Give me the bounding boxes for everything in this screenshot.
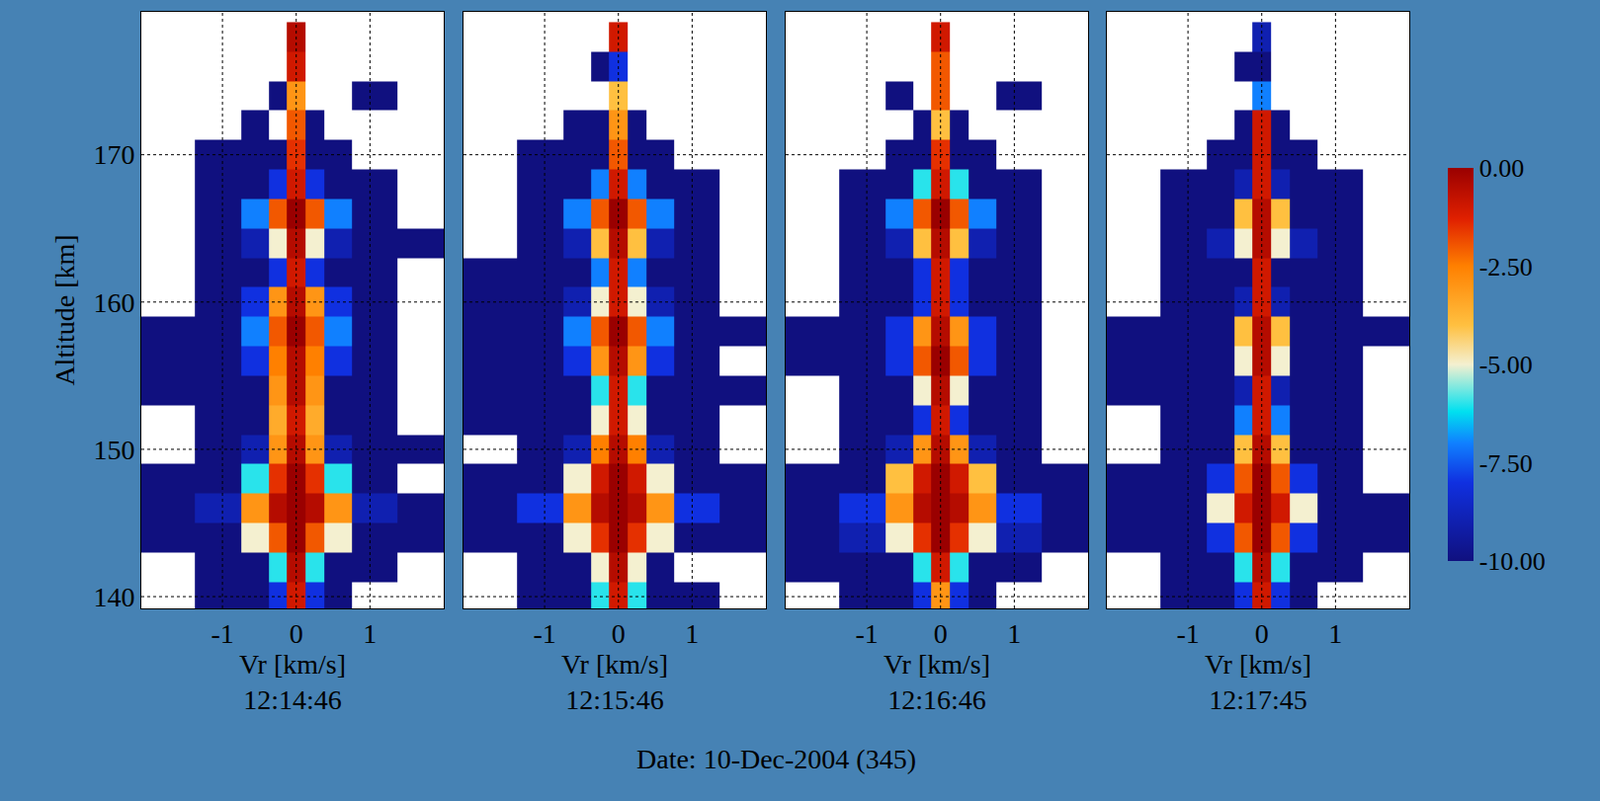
svg-text:Vr [km/s]12:15:46: Vr [km/s]12:15:46: [561, 649, 669, 716]
svg-text:1: 1: [1328, 618, 1343, 650]
svg-text:-1: -1: [854, 618, 878, 650]
svg-text:-5.00: -5.00: [1479, 350, 1533, 380]
svg-text:1: 1: [362, 618, 377, 650]
svg-text:0: 0: [611, 618, 626, 650]
svg-text:-2.50: -2.50: [1479, 252, 1533, 282]
svg-text:-1: -1: [210, 618, 234, 650]
svg-text:170: 170: [92, 139, 135, 170]
svg-text:-7.50: -7.50: [1479, 449, 1533, 479]
svg-text:150: 150: [92, 434, 135, 466]
svg-text:-10.00: -10.00: [1479, 547, 1546, 577]
svg-text:Vr [km/s]12:14:46: Vr [km/s]12:14:46: [239, 649, 346, 716]
svg-text:Vr [km/s]12:17:45: Vr [km/s]12:17:45: [1204, 649, 1312, 716]
svg-text:0.00: 0.00: [1479, 154, 1525, 183]
svg-text:140: 140: [92, 582, 135, 613]
svg-text:160: 160: [92, 287, 135, 319]
svg-text:Date: 10-Dec-2004 (345): Date: 10-Dec-2004 (345): [636, 744, 917, 775]
svg-text:0: 0: [289, 618, 304, 650]
svg-text:0: 0: [1255, 618, 1269, 650]
svg-text:1: 1: [684, 618, 699, 650]
svg-text:Vr [km/s]12:16:46: Vr [km/s]12:16:46: [883, 649, 991, 716]
svg-text:-1: -1: [1176, 618, 1199, 650]
svg-text:1: 1: [1007, 618, 1021, 650]
svg-text:0: 0: [933, 618, 948, 650]
svg-text:Altitude [km]: Altitude [km]: [49, 234, 81, 386]
svg-text:-1: -1: [532, 618, 556, 650]
